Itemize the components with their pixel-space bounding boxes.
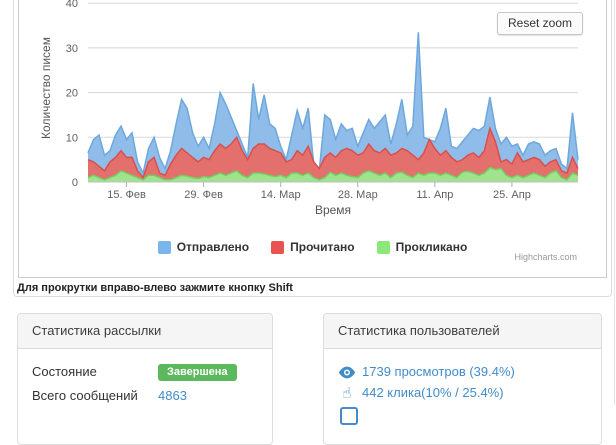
user-stats-body: 1739 просмотров (39.4%) ☝ 442 клика(10% … xyxy=(324,349,601,425)
mailing-stats-body: Состояние Завершена Всего сообщений 4863 xyxy=(18,349,272,404)
user-stats-card: Статистика пользователей 1739 просмотров… xyxy=(323,313,602,445)
mailing-stats-card: Статистика рассылки Состояние Завершена … xyxy=(17,313,273,445)
y-axis-tick-label: 20 xyxy=(66,88,78,100)
x-axis-title: Время xyxy=(315,203,351,217)
views-link[interactable]: 1739 просмотров (39.4%) xyxy=(362,364,515,379)
scroll-hint-text: Для прокрутки вправо-влево зажмите кнопк… xyxy=(17,282,293,294)
user-stats-title: Статистика пользователей xyxy=(324,314,601,349)
x-axis-tick-label: 28. Мар xyxy=(338,189,378,201)
hand-click-icon: ☝ xyxy=(342,383,352,402)
campaign-chart-card: 0 10 20 30 40 15. Фев 29. Фев 14. Мар 28. Мар 11.… xyxy=(13,0,612,297)
chart-panel: 0 10 20 30 40 15. Фев 29. Фев 14. Мар 28. Мар 11.… xyxy=(18,0,607,278)
total-messages-link[interactable]: 4863 xyxy=(158,388,187,403)
x-axis-tick-label: 29. Фев xyxy=(184,189,223,201)
state-row: Состояние Завершена xyxy=(32,364,258,381)
page-right-border xyxy=(614,0,615,405)
status-badge: Завершена xyxy=(158,364,237,381)
y-axis-tick-label: 10 xyxy=(66,132,78,144)
legend-item-clicked[interactable]: Прокликано xyxy=(376,240,468,254)
views-row: 1739 просмотров (39.4%) xyxy=(338,364,587,380)
total-messages-row: Всего сообщений 4863 xyxy=(32,388,258,404)
sent-legend-label: Отправлено xyxy=(176,240,250,254)
series-line-clicked xyxy=(87,166,579,181)
x-axis-tick-label: 25. Апр xyxy=(493,189,531,201)
y-axis-tick-label: 40 xyxy=(66,0,78,10)
y-axis-title: Количество писем xyxy=(39,37,53,139)
partial-row xyxy=(338,406,587,425)
read-legend-swatch xyxy=(271,240,285,254)
clicks-row: ☝ 442 клика(10% / 25.4%) xyxy=(338,385,587,401)
highcharts-credit[interactable]: Highcharts.com xyxy=(514,252,577,262)
reset-zoom-button[interactable]: Reset zoom xyxy=(497,12,584,35)
mailing-stats-title: Статистика рассылки xyxy=(18,314,272,349)
clicks-link[interactable]: 442 клика(10% / 25.4%) xyxy=(362,385,504,400)
legend-item-sent[interactable]: Отправлено xyxy=(157,240,250,254)
state-label: Состояние xyxy=(32,364,97,379)
x-axis-tick-label: 14. Мар xyxy=(261,189,301,201)
series-line-read xyxy=(87,125,579,180)
eye-icon xyxy=(338,366,356,378)
email-activity-area-chart[interactable]: 0 10 20 30 40 15. Фев 29. Фев 14. Мар 28. Мар 11.… xyxy=(19,0,606,276)
series-area-read[interactable] xyxy=(88,128,578,182)
clicked-legend-label: Прокликано xyxy=(395,240,468,254)
y-axis-tick-label: 0 xyxy=(72,177,78,189)
clicked-legend-swatch xyxy=(376,240,390,254)
total-messages-label: Всего сообщений xyxy=(32,388,138,403)
x-axis-tick-label: 11. Апр xyxy=(416,189,453,201)
partial-stat-icon xyxy=(340,407,358,425)
sent-legend-swatch xyxy=(157,240,171,254)
series-line-sent xyxy=(87,32,579,176)
x-axis-tick-label: 15. Фев xyxy=(107,189,146,201)
legend-item-read[interactable]: Прочитано xyxy=(271,240,355,254)
read-legend-label: Прочитано xyxy=(290,240,355,254)
series-area-clicked[interactable] xyxy=(88,167,578,182)
chart-legend: Отправлено Прочитано Прокликано xyxy=(18,240,607,254)
y-axis-tick-label: 30 xyxy=(66,43,78,55)
